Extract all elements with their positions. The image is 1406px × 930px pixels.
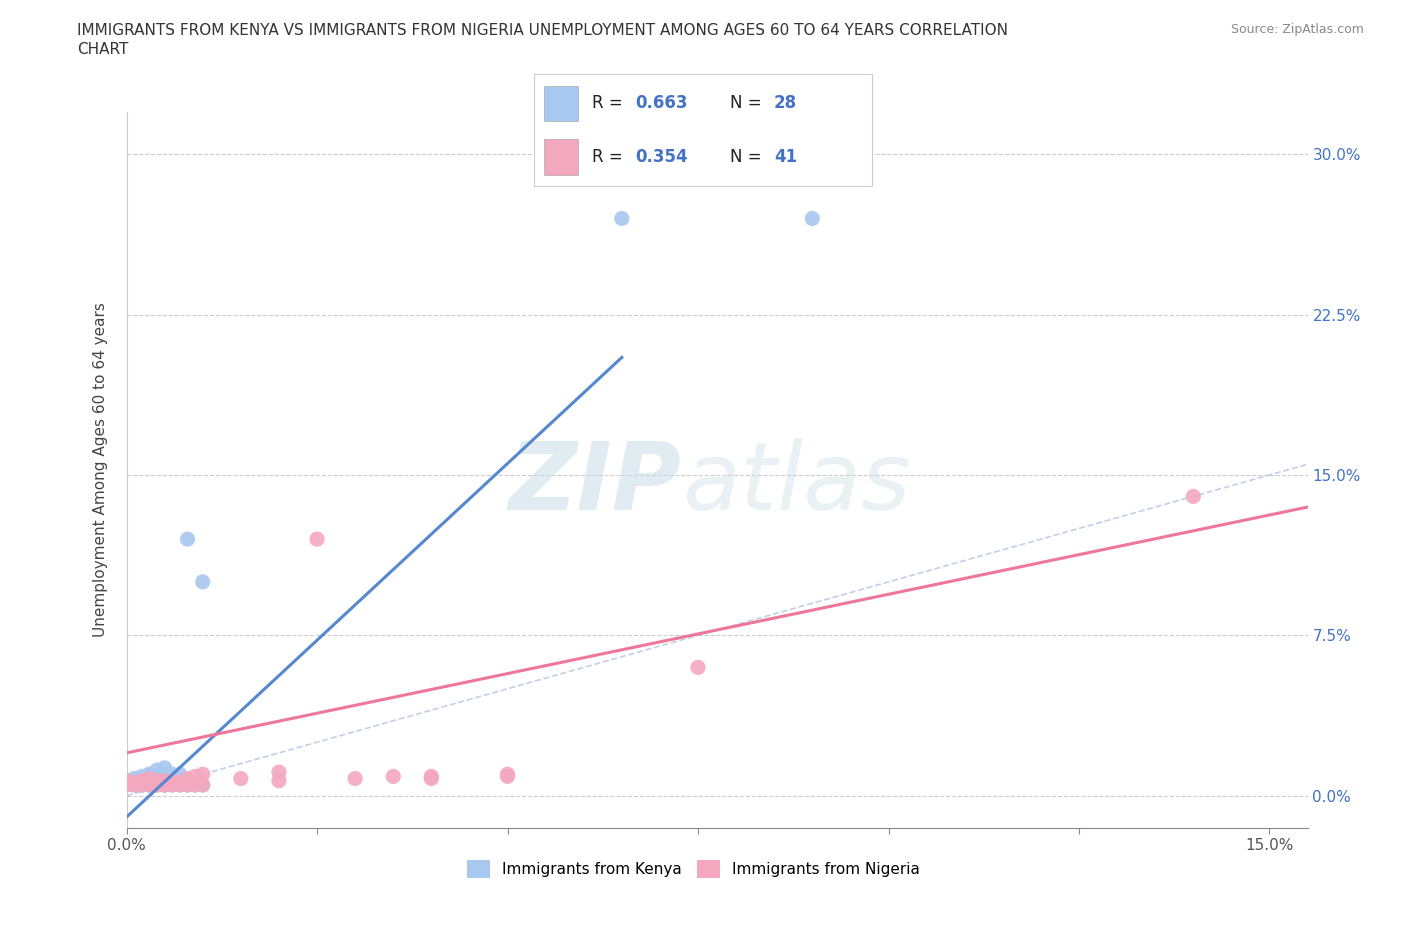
Point — [153, 776, 176, 790]
Text: 0.354: 0.354 — [636, 148, 688, 166]
Point — [420, 771, 443, 786]
Point — [115, 777, 138, 792]
Point — [162, 776, 184, 790]
Text: 28: 28 — [773, 95, 797, 113]
Text: N =: N = — [730, 148, 766, 166]
Point — [138, 776, 160, 790]
FancyBboxPatch shape — [544, 86, 578, 121]
Point — [184, 769, 207, 784]
Point — [267, 764, 290, 779]
Point — [344, 771, 367, 786]
Point — [610, 211, 633, 226]
Point — [153, 773, 176, 788]
Point — [122, 777, 145, 792]
Point — [131, 777, 153, 792]
Point — [153, 777, 176, 792]
Point — [122, 777, 145, 792]
Text: ZIP: ZIP — [509, 438, 682, 530]
Point — [184, 777, 207, 792]
Point — [146, 773, 169, 788]
Text: atlas: atlas — [682, 438, 910, 529]
Point — [153, 761, 176, 776]
Point — [267, 773, 290, 788]
Text: CHART: CHART — [77, 42, 129, 57]
Point — [162, 767, 184, 782]
Point — [131, 769, 153, 784]
Point — [115, 777, 138, 792]
Text: Source: ZipAtlas.com: Source: ZipAtlas.com — [1230, 23, 1364, 36]
Point — [686, 660, 709, 675]
Point — [162, 777, 184, 792]
Point — [146, 776, 169, 790]
Point — [122, 776, 145, 790]
Point — [138, 777, 160, 792]
Text: R =: R = — [592, 95, 627, 113]
Point — [162, 771, 184, 786]
Point — [801, 211, 824, 226]
Point — [382, 769, 405, 784]
Y-axis label: Unemployment Among Ages 60 to 64 years: Unemployment Among Ages 60 to 64 years — [93, 302, 108, 637]
Point — [153, 767, 176, 782]
Text: 41: 41 — [773, 148, 797, 166]
Point — [176, 777, 198, 792]
Point — [191, 777, 214, 792]
Point — [169, 777, 191, 792]
Point — [176, 771, 198, 786]
Point — [122, 771, 145, 786]
Point — [1182, 489, 1205, 504]
Point — [131, 777, 153, 792]
Text: N =: N = — [730, 95, 766, 113]
Point — [191, 575, 214, 590]
Point — [131, 777, 153, 792]
Point — [138, 777, 160, 792]
Point — [138, 767, 160, 782]
Point — [146, 773, 169, 788]
Point — [229, 771, 252, 786]
Point — [191, 777, 214, 792]
Point — [162, 773, 184, 788]
Point — [138, 771, 160, 786]
Point — [169, 776, 191, 790]
Point — [146, 777, 169, 792]
Point — [162, 777, 184, 792]
Point — [146, 777, 169, 792]
Point — [496, 767, 519, 782]
Point — [496, 769, 519, 784]
Point — [176, 776, 198, 790]
Point — [176, 777, 198, 792]
Point — [138, 767, 160, 782]
Point — [420, 769, 443, 784]
Legend: Immigrants from Kenya, Immigrants from Nigeria: Immigrants from Kenya, Immigrants from N… — [461, 854, 927, 884]
Point — [191, 767, 214, 782]
Point — [153, 777, 176, 792]
Text: IMMIGRANTS FROM KENYA VS IMMIGRANTS FROM NIGERIA UNEMPLOYMENT AMONG AGES 60 TO 6: IMMIGRANTS FROM KENYA VS IMMIGRANTS FROM… — [77, 23, 1008, 38]
Point — [169, 777, 191, 792]
Point — [115, 773, 138, 788]
Point — [153, 777, 176, 792]
Text: R =: R = — [592, 148, 627, 166]
Text: 0.663: 0.663 — [636, 95, 688, 113]
Point — [184, 777, 207, 792]
Point — [146, 763, 169, 777]
Point — [138, 773, 160, 788]
Point — [176, 532, 198, 547]
Point — [131, 773, 153, 788]
Point — [305, 532, 328, 547]
Point — [169, 767, 191, 782]
Point — [115, 776, 138, 790]
FancyBboxPatch shape — [544, 140, 578, 175]
